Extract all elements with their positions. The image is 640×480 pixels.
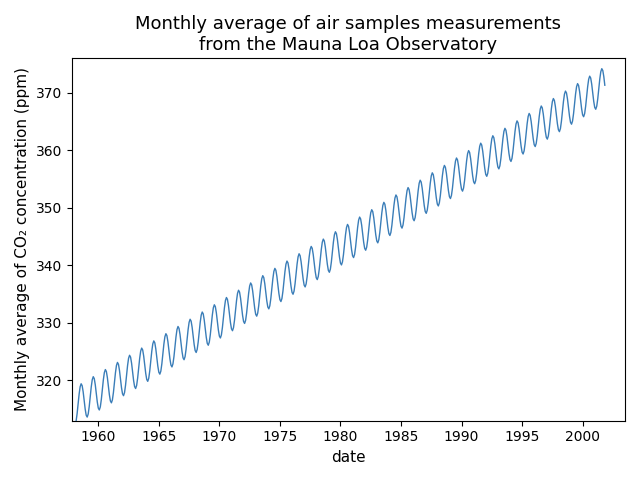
Y-axis label: Monthly average of CO₂ concentration (ppm): Monthly average of CO₂ concentration (pp… bbox=[15, 67, 30, 411]
Title: Monthly average of air samples measurements
from the Mauna Loa Observatory: Monthly average of air samples measureme… bbox=[135, 15, 561, 54]
X-axis label: date: date bbox=[331, 450, 365, 465]
